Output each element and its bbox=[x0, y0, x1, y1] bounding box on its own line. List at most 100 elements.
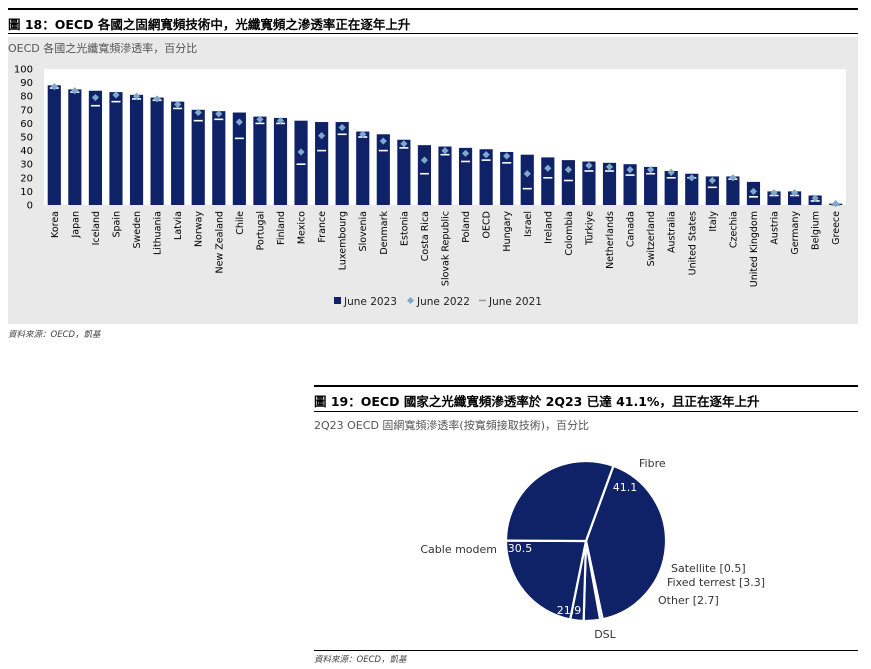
category-label: Iceland bbox=[91, 211, 102, 245]
category-label: Finland bbox=[276, 211, 287, 245]
diamond-2022-latvia bbox=[174, 100, 182, 108]
y-tick-label: 80 bbox=[20, 92, 33, 103]
legend-swatch-june-2022 bbox=[407, 297, 414, 304]
bar-spain bbox=[109, 92, 123, 205]
diamond-2022-iceland bbox=[91, 93, 100, 102]
diamond-2022-finland bbox=[276, 117, 285, 125]
pie-value-dsl: 21.9 bbox=[557, 604, 582, 617]
bar-costa-rica bbox=[417, 145, 432, 205]
diamond-2022-israel bbox=[523, 170, 531, 178]
figure18-top-rule bbox=[8, 8, 858, 10]
category-label: Italy bbox=[708, 211, 719, 232]
figure18-subtitle: OECD 各國之光纖寬頻滲透率，百分比 bbox=[8, 42, 198, 55]
bar-estonia bbox=[397, 139, 411, 205]
figure18-title: 圖 18：OECD 各國之固網寬頻技術中，光纖寬頻之滲透率正在逐年上升 bbox=[8, 17, 411, 32]
figure19-subtitle: 2Q23 OECD 固網寬頻滲透率(按寬頻接取技術)，百分比 bbox=[314, 419, 589, 432]
bar-iceland bbox=[88, 90, 102, 205]
diamond-2022-czechia bbox=[729, 174, 737, 182]
diamond-2022-japan bbox=[71, 87, 79, 95]
category-label: Norway bbox=[194, 211, 205, 247]
figure19-bottom-rule bbox=[314, 650, 858, 651]
bar-chile bbox=[232, 112, 246, 205]
y-tick-label: 40 bbox=[20, 146, 33, 157]
figure19-source: 資料來源：OECD，凱基 bbox=[314, 655, 407, 665]
figure18-source: 資料來源：OECD，凱基 bbox=[8, 330, 101, 340]
bar-israel bbox=[520, 154, 534, 205]
bar-oecd bbox=[479, 149, 493, 205]
legend-label-june-2022: June 2022 bbox=[416, 296, 470, 308]
bar-japan bbox=[68, 89, 82, 205]
diamond-2022-oecd bbox=[482, 151, 490, 159]
diamond-2022-costa-rica bbox=[420, 156, 429, 164]
category-label: Portugal bbox=[255, 211, 266, 250]
y-tick-label: 10 bbox=[20, 187, 33, 198]
diamond-2022-ireland bbox=[544, 164, 552, 172]
diamond-2022-switzerland bbox=[647, 166, 655, 174]
category-label: Slovak Republic bbox=[441, 211, 452, 286]
bar-united-states bbox=[685, 173, 699, 205]
category-label: Latvia bbox=[173, 211, 184, 240]
bar-lithuania bbox=[150, 97, 164, 205]
diamond-2022-france bbox=[318, 132, 326, 140]
bar-hungary bbox=[500, 151, 514, 205]
pie-label-cable-modem: Cable modem bbox=[420, 543, 497, 556]
bar-korea bbox=[47, 85, 61, 205]
bar-latvia bbox=[171, 101, 185, 205]
category-label: Australia bbox=[667, 211, 678, 253]
bar-australia bbox=[664, 171, 678, 205]
bar-czechia bbox=[726, 176, 740, 205]
bar-portugal bbox=[253, 116, 267, 205]
diamond-2022-australia bbox=[667, 168, 675, 176]
pie-label-satellite-0-5: Satellite [0.5] bbox=[671, 562, 746, 575]
pie-label-dsl: DSL bbox=[594, 628, 616, 641]
diamond-2022-austria bbox=[770, 189, 778, 197]
category-label: Japan bbox=[70, 211, 81, 239]
category-label: Austria bbox=[770, 211, 781, 245]
bar-sweden bbox=[129, 94, 144, 205]
category-label: OECD bbox=[482, 211, 493, 238]
bar-new-zealand bbox=[212, 111, 226, 205]
legend-label-june-2021: June 2021 bbox=[488, 296, 542, 308]
diamond-2022-greece bbox=[832, 200, 840, 208]
category-label: Belgium bbox=[811, 211, 822, 250]
category-label: Costa Rica bbox=[420, 211, 431, 261]
bar-france bbox=[315, 122, 329, 205]
figure18-title-rule bbox=[8, 33, 858, 34]
pie-slice-dsl bbox=[504, 539, 588, 621]
figure19-title: 圖 19：OECD 國家之光纖寬頻滲透率於 2Q23 已達 41.1%，且正在逐… bbox=[314, 394, 760, 409]
category-label: Slovenia bbox=[358, 211, 369, 251]
category-label: Hungary bbox=[502, 211, 513, 252]
category-label: Denmark bbox=[379, 211, 390, 255]
diamond-2022-estonia bbox=[400, 140, 408, 148]
bar-netherlands bbox=[602, 162, 617, 205]
figure19-title-rule bbox=[314, 411, 858, 412]
pie-label-fibre: Fibre bbox=[639, 457, 666, 470]
diamond-2022-new-zealand bbox=[215, 110, 223, 118]
bar-chart-panel: OECD 各國之光纖寬頻滲透率，百分比 0 10 20 30 40 50 60 70 80 90 1… bbox=[8, 37, 858, 324]
category-label: Czechia bbox=[728, 211, 739, 248]
pie-value-fibre: 41.1 bbox=[613, 481, 638, 494]
bar-finland bbox=[273, 117, 288, 205]
diamond-2022-korea bbox=[50, 83, 58, 91]
category-label: Germany bbox=[790, 211, 801, 255]
diamond-2022-belgium bbox=[811, 194, 819, 202]
bar-denmark bbox=[376, 134, 390, 205]
pie-slice-cable-modem bbox=[504, 459, 615, 543]
category-label: Korea bbox=[50, 211, 61, 238]
diamond-2022-hungary bbox=[503, 152, 511, 160]
diamond-2022-italy bbox=[708, 176, 716, 185]
category-label: New Zealand bbox=[214, 211, 225, 273]
category-label: Israel bbox=[523, 211, 534, 237]
category-label: Spain bbox=[111, 211, 122, 238]
diamond-2022-netherlands bbox=[605, 163, 614, 171]
bar-colombia bbox=[561, 160, 575, 205]
diamond-2022-slovak-republic bbox=[441, 147, 449, 155]
category-label: Estonia bbox=[399, 211, 410, 246]
category-label: Sweden bbox=[132, 211, 143, 249]
diamond-2022-slovenia bbox=[359, 130, 367, 138]
figure19-top-rule bbox=[314, 385, 858, 387]
legend-label-june-2023: June 2023 bbox=[343, 296, 397, 308]
category-label: Switzerland bbox=[646, 211, 657, 266]
pie-value-cable-modem: 30.5 bbox=[508, 542, 533, 555]
pie-label-other-2-7: Other [2.7] bbox=[658, 594, 719, 607]
